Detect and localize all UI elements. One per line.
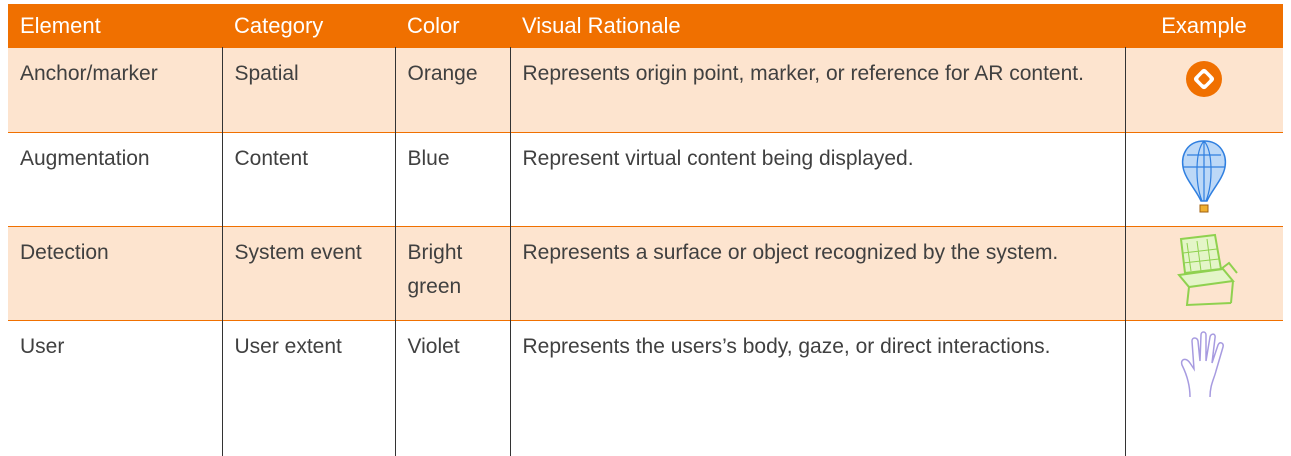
example-cell [1125,321,1283,456]
cell: Represents origin point, marker, or refe… [510,48,1125,133]
row: Anchor/marker Spatial Orange Represents … [8,48,1283,133]
chair-icon [1167,233,1241,309]
cell: User extent [222,321,395,456]
example-cell [1125,48,1283,133]
cell: Violet [395,321,510,456]
cell: Augmentation [8,133,222,227]
header-cell: Color [395,4,510,48]
cell: Represents a surface or object recognize… [510,227,1125,321]
header-cell: Category [222,4,395,48]
cell: Represent virtual content being displaye… [510,133,1125,227]
row: Detection System event Bright green Repr… [8,227,1283,321]
example-cell [1125,227,1283,321]
cell: Bright green [395,227,510,321]
cell: Blue [395,133,510,227]
cell: Represents the users’s body, gaze, or di… [510,321,1125,456]
balloon-icon [1179,139,1229,215]
cell: Detection [8,227,222,321]
row: Augmentation Content Blue Represent virt… [8,133,1283,227]
row: User User extent Violet Represents the u… [8,321,1283,456]
header-row: Element Category Color Visual Rationale … [8,4,1283,48]
page: {"table": { "header": ["Element", "Categ… [0,0,1291,438]
header-cell: Example [1125,4,1283,48]
table: Element Category Color Visual Rationale … [8,4,1283,456]
header-cell: Element [8,4,222,48]
anchor-icon [1179,54,1229,104]
header-cell: Visual Rationale [510,4,1125,48]
example-cell [1125,133,1283,227]
cell: User [8,321,222,456]
cell: System event [222,227,395,321]
cell: Anchor/marker [8,48,222,133]
hand-icon [1176,327,1232,399]
cell: Content [222,133,395,227]
cell: Spatial [222,48,395,133]
cell: Orange [395,48,510,133]
